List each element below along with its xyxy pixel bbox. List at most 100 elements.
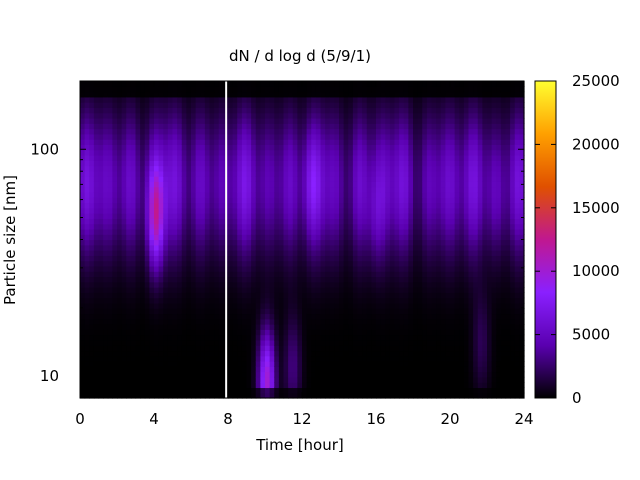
heatmap-cell [315,191,322,198]
heatmap-cell [163,207,169,214]
heatmap-cell [422,260,428,267]
heatmap-cell [218,324,224,330]
heatmap-cell [232,223,238,230]
heatmap-cell [167,366,174,373]
heatmap-cell [246,371,252,378]
heatmap-cell [343,107,349,114]
heatmap-cell [311,239,317,246]
heatmap-cell [126,382,132,389]
heatmap-cell [163,197,169,204]
heatmap-cell [209,324,215,330]
heatmap-cell [218,287,224,293]
heatmap-cell [98,213,104,219]
heatmap-cell [292,128,298,135]
heatmap-cell [376,297,382,304]
heatmap-cell [237,366,243,373]
heatmap-cell [209,281,215,288]
heatmap-cell [385,117,391,124]
heatmap-cell [417,112,423,119]
heatmap-cell [385,239,391,246]
heatmap-cell [311,302,317,309]
heatmap-cell [343,318,349,325]
heatmap-cell [366,265,372,272]
heatmap-cell [209,234,215,241]
heatmap-cell [241,160,248,167]
heatmap-cell [130,255,137,262]
heatmap-cell [376,202,382,209]
heatmap-cell [172,382,178,389]
heatmap-cell [302,392,308,399]
heatmap-cell [413,133,419,140]
heatmap-cell [311,112,317,119]
heatmap-cell [422,308,428,315]
heatmap-cell [371,123,377,130]
heatmap-cell [362,149,368,156]
heatmap-cell [274,276,280,283]
heatmap-cell [454,382,460,389]
heatmap-cell [260,366,266,373]
heatmap-cell [357,387,363,394]
heatmap-cell [200,318,206,325]
heatmap-cell [459,339,465,346]
heatmap-cell [149,81,155,87]
heatmap-cell [454,366,460,373]
heatmap-cell [417,329,423,336]
heatmap-cell [274,218,280,225]
heatmap-cell [126,191,132,198]
heatmap-cell [121,308,127,315]
heatmap-cell [274,265,280,272]
heatmap-cell [149,334,155,341]
heatmap-cell [218,160,224,167]
heatmap-cell [399,202,405,209]
heatmap-cell [181,366,187,373]
heatmap-cell [399,112,405,119]
heatmap-cell [126,86,132,93]
heatmap-cell [288,355,294,362]
heatmap-cell [311,271,317,278]
heatmap-cell [320,128,326,135]
heatmap-cell [98,139,104,145]
heatmap-cell [241,112,248,119]
heatmap-cell [158,324,164,330]
heatmap-cell [380,128,386,135]
heatmap-cell [311,128,317,135]
heatmap-cell [246,197,252,204]
heatmap-cell [214,96,220,103]
heatmap-cell [306,117,312,124]
heatmap-cell [130,302,137,309]
heatmap-cell [403,165,409,172]
heatmap-cell [228,292,234,299]
heatmap-cell [357,276,363,283]
heatmap-cell [98,160,104,167]
heatmap-cell [181,260,187,267]
heatmap-cell [292,371,298,378]
heatmap-cell [413,308,419,315]
heatmap-cell [366,191,372,198]
heatmap-cell [394,191,400,198]
heatmap-cell [246,244,252,251]
heatmap-cell [399,128,405,135]
heatmap-cell [89,117,95,124]
heatmap-cell [112,392,118,399]
heatmap-cell [436,361,442,367]
heatmap-cell [172,302,178,309]
heatmap-cell [376,255,382,262]
heatmap-cell [265,191,271,198]
heatmap-cell [417,86,423,93]
heatmap-cell [431,176,437,182]
heatmap-cell [177,96,183,103]
heatmap-cell [302,382,308,389]
heatmap-cell [200,218,206,225]
heatmap-cell [186,355,192,362]
heatmap-cell [260,271,266,278]
heatmap-cell [260,361,266,367]
heatmap-cell [413,271,419,278]
heatmap-cell [144,244,150,251]
heatmap-cell [371,287,377,293]
heatmap-cell [325,181,331,188]
heatmap-cell [135,191,141,198]
heatmap-cell [371,102,377,109]
heatmap-cell [422,213,428,219]
heatmap-cell [320,239,326,246]
heatmap-cell [278,318,285,325]
